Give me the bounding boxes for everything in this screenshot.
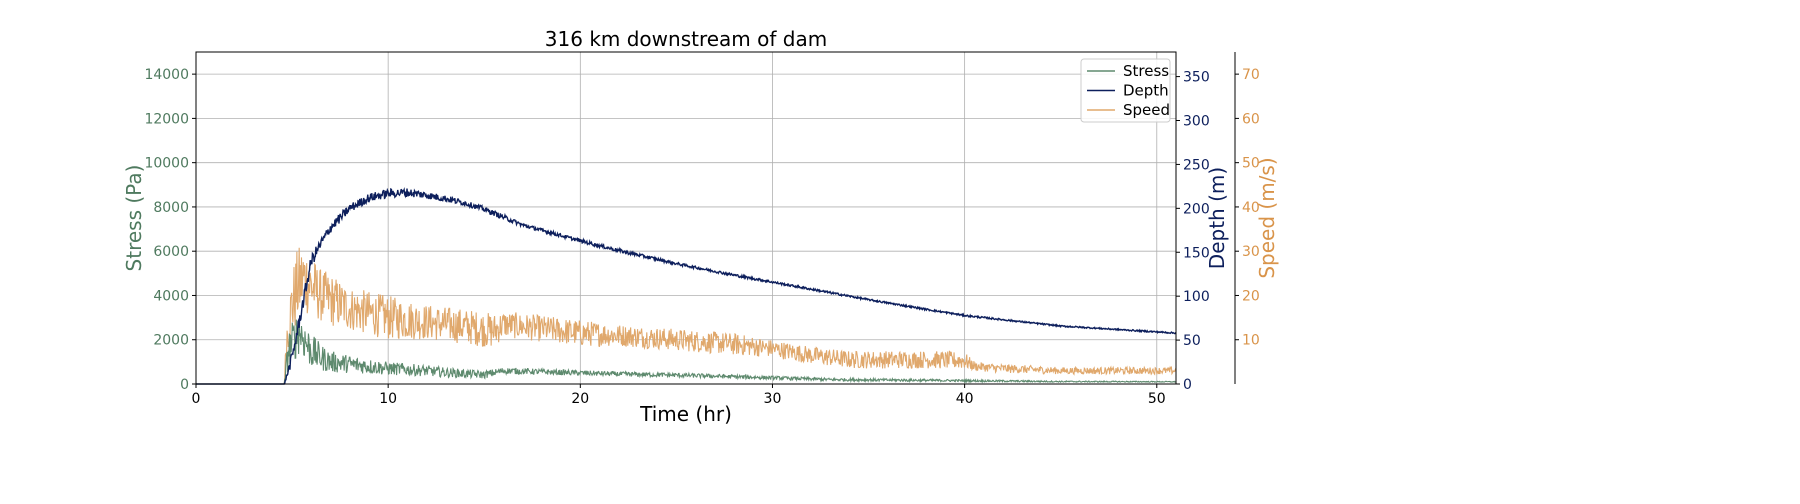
- speed-tick-label: 40: [1242, 200, 1260, 216]
- series-line-stress: [196, 319, 1177, 385]
- depth-tick-label: 0: [1183, 377, 1192, 393]
- speed-tick-label: 70: [1242, 67, 1260, 83]
- legend: Stress Depth Speed: [1080, 58, 1171, 123]
- legend-label-stress: Stress: [1123, 62, 1169, 80]
- stress-tick-label: 0: [180, 377, 189, 393]
- grid: [196, 52, 1176, 384]
- axis-ticks: 0 10 20 30 40 5002000400060008000100001200014…: [144, 67, 1259, 407]
- speed-tick-label: 50: [1242, 156, 1260, 172]
- stress-tick-label: 2000: [153, 333, 189, 349]
- x-tick-label: 30: [764, 391, 782, 407]
- depth-tick-label: 200: [1183, 201, 1210, 217]
- stress-tick-label: 4000: [153, 288, 189, 304]
- chart-title: 316 km downstream of dam: [545, 27, 827, 51]
- x-tick-label: 10: [379, 391, 397, 407]
- stress-tick-label: 6000: [153, 244, 189, 260]
- x-tick-label: 20: [571, 391, 589, 407]
- depth-tick-label: 50: [1183, 333, 1201, 349]
- depth-tick-label: 300: [1183, 114, 1210, 130]
- stress-tick-label: 14000: [144, 67, 189, 83]
- x-axis-title: Time (hr): [639, 402, 732, 426]
- legend-label-depth: Depth: [1123, 82, 1169, 100]
- stress-tick-label: 12000: [144, 111, 189, 127]
- depth-axis-title: Depth (m): [1205, 167, 1229, 269]
- series-line-speed: [196, 247, 1177, 385]
- stress-tick-label: 8000: [153, 200, 189, 216]
- speed-tick-label: 20: [1242, 288, 1260, 304]
- plot-lines: [196, 186, 1177, 385]
- speed-tick-label: 30: [1242, 244, 1260, 260]
- stress-tick-label: 10000: [144, 156, 189, 172]
- depth-tick-label: 100: [1183, 289, 1210, 305]
- speed-axis-title: Speed (m/s): [1255, 157, 1279, 278]
- depth-tick-label: 150: [1183, 245, 1210, 261]
- stress-axis-title: Stress (Pa): [122, 165, 146, 272]
- x-tick-label: 0: [192, 391, 201, 407]
- legend-label-speed: Speed: [1123, 101, 1170, 119]
- x-tick-label: 40: [956, 391, 974, 407]
- series-line-depth: [196, 186, 1177, 385]
- depth-tick-label: 350: [1183, 70, 1210, 86]
- plot-frame: [195, 51, 1177, 385]
- depth-tick-label: 250: [1183, 157, 1210, 173]
- speed-tick-label: 10: [1242, 333, 1260, 349]
- x-tick-label: 50: [1148, 391, 1166, 407]
- speed-tick-label: 60: [1242, 111, 1260, 127]
- legend-box: [1080, 58, 1171, 123]
